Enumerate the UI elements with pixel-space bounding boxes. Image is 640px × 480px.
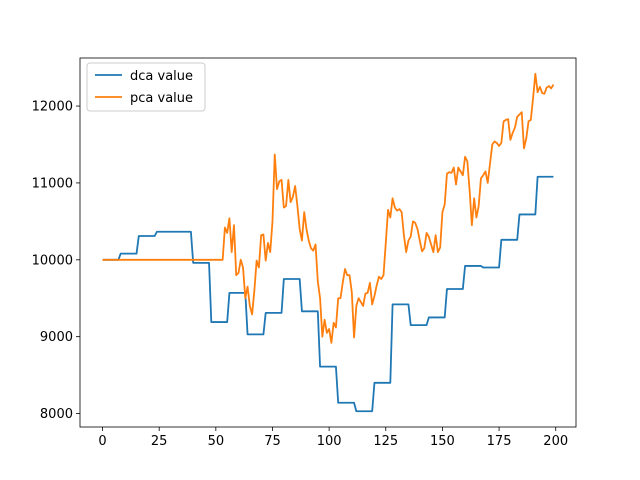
axes-frame xyxy=(79,57,577,428)
y-axis: 8000 9000 10000 11000 12000 xyxy=(32,100,80,422)
plot-area xyxy=(102,72,555,413)
x-tick-label: 100 xyxy=(317,434,342,449)
x-tick-label: 25 xyxy=(151,434,168,449)
legend: dca value pca value xyxy=(86,62,206,112)
x-tick-label: 0 xyxy=(98,434,106,449)
legend-label-dca: dca value xyxy=(130,69,193,84)
y-tick-label: 12000 xyxy=(32,100,73,115)
series-line-dca-value xyxy=(102,175,554,413)
x-axis: 0 25 50 75 100 125 150 175 200 xyxy=(98,427,568,449)
y-tick-label: 8000 xyxy=(40,407,73,422)
x-tick-label: 150 xyxy=(430,434,455,449)
y-tick-label: 10000 xyxy=(32,253,73,268)
x-tick-label: 125 xyxy=(373,434,398,449)
y-tick-label: 11000 xyxy=(32,176,73,191)
x-tick-label: 175 xyxy=(487,434,512,449)
x-tick-label: 50 xyxy=(208,434,225,449)
y-tick-label: 9000 xyxy=(40,330,73,345)
x-tick-label: 200 xyxy=(543,434,568,449)
series-line-pca-value xyxy=(102,72,555,344)
legend-label-pca: pca value xyxy=(130,91,193,106)
x-tick-label: 75 xyxy=(264,434,281,449)
